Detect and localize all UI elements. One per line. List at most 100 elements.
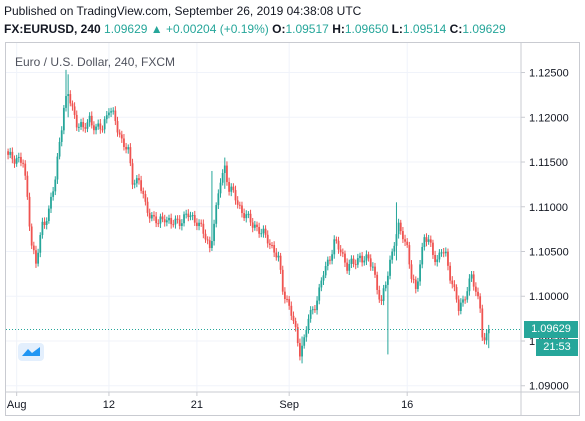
candle-body bbox=[326, 259, 329, 266]
candle bbox=[337, 236, 340, 254]
candle-body bbox=[296, 327, 299, 344]
candle-body bbox=[204, 233, 207, 240]
candle-body bbox=[341, 252, 344, 254]
candle-body bbox=[258, 226, 261, 234]
candle bbox=[468, 274, 471, 296]
candle bbox=[215, 202, 218, 228]
x-tick-label: Aug bbox=[7, 399, 27, 411]
candle bbox=[414, 276, 417, 294]
candle bbox=[268, 239, 271, 250]
candle-body bbox=[73, 106, 76, 115]
candle bbox=[412, 274, 415, 284]
candle-body bbox=[361, 255, 364, 263]
candle bbox=[421, 242, 424, 269]
candle-body bbox=[20, 156, 22, 163]
candle-body bbox=[311, 309, 314, 311]
candle bbox=[172, 219, 175, 228]
candle-body bbox=[41, 221, 44, 236]
candle bbox=[198, 219, 200, 231]
candle bbox=[434, 250, 436, 266]
candle bbox=[457, 295, 460, 316]
candle-body bbox=[120, 134, 123, 139]
candle-body bbox=[425, 237, 428, 242]
candle bbox=[262, 225, 265, 238]
candle bbox=[125, 142, 127, 154]
candle-body bbox=[314, 309, 316, 311]
candle bbox=[170, 213, 173, 229]
candle-body bbox=[449, 265, 452, 281]
candle-body bbox=[52, 191, 55, 197]
candle-body bbox=[180, 223, 183, 226]
candle-body bbox=[206, 239, 209, 241]
candle bbox=[266, 230, 269, 248]
candle bbox=[208, 236, 211, 253]
candle bbox=[11, 147, 14, 164]
candle-body bbox=[84, 127, 87, 129]
candle-body bbox=[54, 179, 57, 192]
candle bbox=[223, 157, 226, 189]
candle bbox=[249, 209, 252, 226]
candle bbox=[432, 239, 434, 259]
chart-title: Euro / U.S. Dollar, 240, FXCM bbox=[15, 55, 176, 69]
candle-body bbox=[211, 241, 213, 249]
candle-body bbox=[247, 213, 250, 215]
last-price: 1.09629 bbox=[104, 22, 148, 36]
candle-body bbox=[271, 244, 273, 246]
candle bbox=[444, 247, 447, 257]
chart-panel[interactable] bbox=[5, 42, 580, 416]
candle-body bbox=[464, 299, 467, 301]
candle bbox=[95, 123, 97, 135]
candle bbox=[47, 205, 50, 224]
candle bbox=[65, 69, 67, 112]
candle-body bbox=[241, 205, 243, 214]
candle bbox=[191, 212, 194, 221]
candle-body bbox=[455, 287, 458, 300]
candle bbox=[204, 229, 207, 243]
candle-body bbox=[290, 305, 293, 316]
candle-body bbox=[105, 115, 108, 120]
candle bbox=[363, 256, 366, 266]
candle-body bbox=[316, 300, 318, 311]
y-tick-label: 1.11500 bbox=[529, 157, 568, 169]
candle bbox=[481, 304, 484, 341]
candle bbox=[196, 218, 198, 231]
candle-body bbox=[472, 274, 475, 287]
candle bbox=[236, 196, 239, 209]
candle bbox=[309, 306, 312, 323]
candle bbox=[286, 295, 288, 303]
candle-body bbox=[7, 151, 9, 155]
candle-body bbox=[356, 258, 359, 265]
candle bbox=[163, 214, 166, 227]
candle-body bbox=[187, 213, 190, 218]
candle-body bbox=[35, 250, 37, 264]
candle-body bbox=[376, 274, 379, 290]
candle bbox=[67, 74, 70, 118]
published-notice: Published on TradingView.com, September … bbox=[4, 4, 362, 18]
candle-body bbox=[110, 111, 112, 113]
candle bbox=[316, 296, 318, 315]
candle-body bbox=[140, 180, 143, 191]
low-value: 1.09514 bbox=[402, 22, 447, 36]
candle-body bbox=[286, 298, 288, 300]
candle bbox=[453, 280, 456, 292]
candle bbox=[99, 119, 102, 134]
candle-body bbox=[243, 213, 246, 219]
candle bbox=[442, 248, 445, 258]
candle bbox=[86, 119, 89, 133]
candle-body bbox=[479, 296, 482, 309]
candle bbox=[15, 154, 18, 167]
candle-body bbox=[402, 231, 404, 240]
candle bbox=[84, 122, 87, 133]
candle-body bbox=[318, 287, 321, 301]
candle-body bbox=[477, 291, 479, 297]
candle-body bbox=[112, 110, 115, 112]
candle bbox=[187, 209, 190, 222]
candle bbox=[419, 259, 421, 286]
candle bbox=[404, 234, 406, 247]
candle-body bbox=[331, 254, 333, 261]
candle-body bbox=[150, 215, 153, 219]
candle bbox=[62, 105, 65, 135]
candle bbox=[374, 262, 376, 278]
candle bbox=[45, 217, 48, 230]
